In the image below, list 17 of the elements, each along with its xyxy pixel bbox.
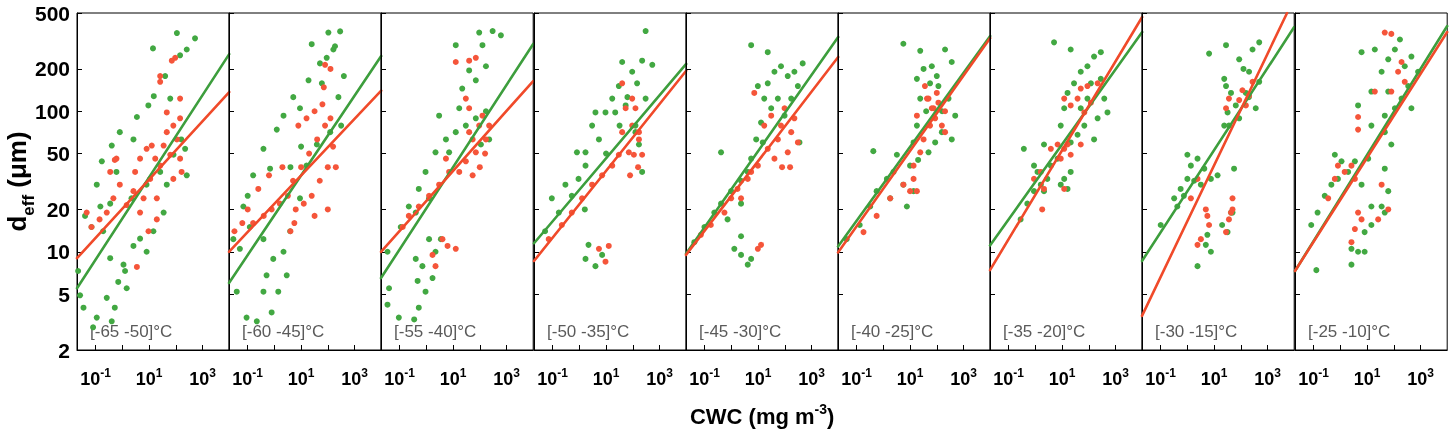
y-tick-label: 50 (46, 142, 70, 166)
y-tick-label: 100 (34, 99, 70, 123)
y-tick-label: 200 (34, 57, 70, 81)
y-tick-label: 5 (58, 282, 71, 306)
y-axis-title: deff (μm) (2, 131, 38, 232)
y-tick-label: 500 (34, 1, 70, 25)
y-tick-label: 2 (58, 338, 70, 362)
annotation: [-30 -15]°C (1155, 322, 1238, 341)
y-tick-label: 20 (46, 197, 70, 221)
annotation: [-35 -20]°C (1003, 322, 1086, 341)
annotation: [-45 -30]°C (698, 322, 782, 341)
annotation: [-40 -25]°C (851, 322, 934, 341)
annotation: [-55 -40]°C (394, 322, 477, 341)
annotation: [-25 -10]°C (1307, 322, 1390, 341)
annotation: [-60 -45]°C (242, 322, 325, 341)
y-tick-label: 10 (46, 240, 70, 264)
annotation: [-50 -35]°C (546, 322, 629, 341)
